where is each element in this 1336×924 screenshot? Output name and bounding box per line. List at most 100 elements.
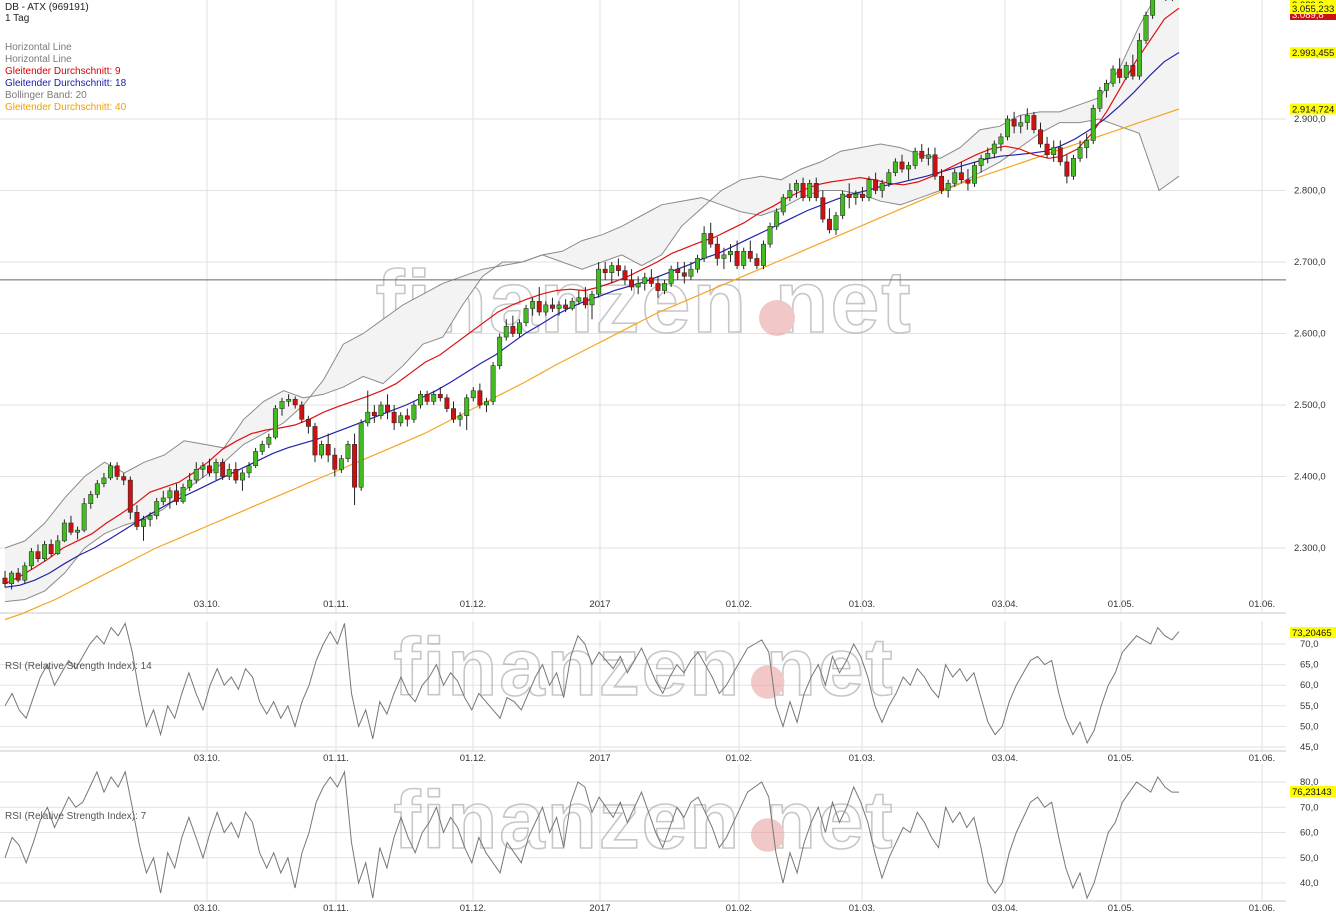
candle-body [622, 270, 628, 281]
candle-body [9, 572, 15, 585]
rsi-7-value-badge [1290, 786, 1336, 797]
candle-body [75, 529, 81, 533]
candle-body [648, 277, 654, 284]
candle-body [609, 265, 615, 273]
price-y-tick-label: 2.700,0 [1294, 257, 1326, 268]
candle-body [1005, 118, 1010, 138]
candle-body [121, 476, 127, 481]
price-x-tick-label: 2017 [589, 599, 610, 610]
rsi-14-x-tick-label: 01.03. [849, 753, 875, 764]
candle-body [332, 454, 338, 470]
rsi-14-x-tick-label: 2017 [589, 753, 610, 764]
candle-body [536, 301, 542, 313]
rsi-14-x-tick-label: 01.06. [1249, 753, 1275, 764]
rsi-14-y-tick-label: 70,0 [1300, 639, 1319, 650]
candle-body [398, 415, 404, 424]
candle-body [952, 172, 958, 184]
rsi-7-y-tick-label: 50,0 [1300, 853, 1319, 864]
candle-body [1071, 158, 1076, 177]
candle-body [543, 304, 549, 313]
candle-body [734, 251, 740, 266]
candle-body [932, 154, 938, 177]
candle-body [1110, 68, 1116, 84]
candle-body [437, 394, 443, 399]
price-x-tick-label: 01.02. [726, 599, 752, 610]
candle-body [68, 522, 74, 533]
price-y-tick-label: 2.600,0 [1294, 329, 1326, 340]
rsi-7-line [4, 770, 1179, 900]
rsi-14-x-tick-label: 03.10. [194, 753, 220, 764]
candle-body [774, 211, 780, 227]
rsi-14-x-tick-label: 01.11. [323, 753, 349, 764]
rsi-7-x-tick-label: 01.05. [1108, 903, 1134, 914]
candle-body [549, 304, 555, 309]
price-value-badge [1290, 103, 1336, 115]
candle-body [127, 479, 133, 513]
price-value-label: 3.089,8 [1292, 10, 1324, 21]
candle-body [688, 268, 694, 277]
candle-body [207, 465, 212, 474]
candle-body [352, 444, 358, 488]
candle-body [345, 444, 351, 459]
candle-body [972, 165, 977, 184]
candle-body [965, 179, 971, 184]
legend-item-ma-18: Gleitender Durchschnitt: 18 [5, 78, 127, 89]
watermark: finanzen net [393, 621, 894, 714]
price-bg [0, 0, 1286, 613]
candle-body [286, 399, 292, 402]
candle-body [22, 565, 28, 581]
candle-body [1051, 147, 1057, 156]
candle-body [226, 469, 232, 477]
price-x-tick-label: 01.12. [460, 599, 486, 610]
candle-body [629, 279, 635, 288]
candle-body [42, 544, 48, 559]
candle-body [1103, 83, 1109, 91]
candle-body [371, 411, 377, 416]
rsi-7-x-tick-label: 01.03. [849, 903, 875, 914]
candle-body [1031, 115, 1037, 130]
candle-body [761, 243, 766, 266]
candle-body [906, 165, 912, 170]
candle-body [615, 265, 621, 271]
rsi-14-x-tick-label: 03.04. [992, 753, 1018, 764]
candle-body [662, 283, 668, 291]
candle-body [879, 183, 885, 191]
price-x-tick-label: 03.04. [992, 599, 1018, 610]
watermark-dot [759, 300, 795, 336]
rsi-14-x-tick-label: 01.12. [460, 753, 486, 764]
candle-body [642, 277, 648, 284]
candle-body [681, 272, 687, 277]
candle-body [239, 472, 245, 481]
candle-body [833, 215, 839, 231]
rsi-14-x-tick-label: 01.05. [1108, 753, 1134, 764]
candle-body [305, 419, 311, 427]
candle-body [1024, 115, 1030, 123]
rsi-7-y-tick-label: 80,0 [1300, 777, 1319, 788]
candle-body [167, 490, 173, 499]
rsi-7-y-tick-label: 40,0 [1300, 878, 1319, 889]
candle-body [873, 179, 879, 191]
candle-body [312, 426, 318, 456]
candle-body [424, 394, 430, 402]
candle-body [892, 161, 898, 173]
candle-body [754, 258, 760, 266]
rsi-7-x-tick-label: 01.11. [323, 903, 349, 914]
candle-body [1136, 40, 1142, 77]
candle-body [325, 444, 331, 456]
candle-body [15, 572, 21, 581]
candle-body [1057, 147, 1063, 163]
candle-body [2, 577, 8, 585]
candle-body [411, 404, 417, 420]
ma-40-line [4, 108, 1180, 621]
watermark-text: finanzen net [393, 622, 894, 713]
candle-body [213, 461, 219, 474]
candle-body [147, 515, 153, 520]
candle-body [94, 483, 100, 495]
watermark-dot [750, 818, 785, 852]
candle-body [35, 551, 41, 559]
candle-body [193, 469, 199, 481]
candle-body [1084, 140, 1090, 148]
candle-body [899, 161, 905, 170]
candle-body [1143, 15, 1149, 41]
